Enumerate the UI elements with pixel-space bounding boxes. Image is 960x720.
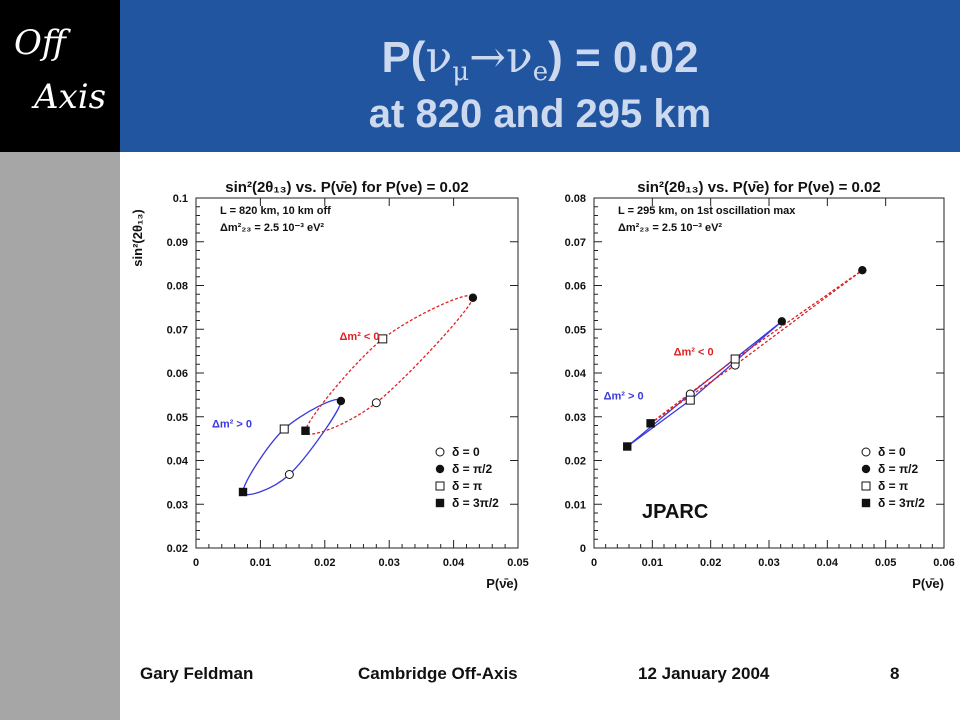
legend-entry: δ = 3π/2 [452, 496, 499, 510]
legend-marker [861, 464, 871, 474]
experiment-label: JPARC [642, 501, 708, 523]
legend-entry: δ = π [878, 479, 908, 493]
legend-entry: δ = π/2 [452, 462, 492, 476]
y-tick-label: 0.08 [167, 281, 188, 293]
x-axis-label: P(ν̄e) [912, 576, 944, 591]
y-tick-label: 0.06 [167, 368, 188, 380]
legend-marker [861, 498, 871, 508]
inverted-ordering-curve [304, 294, 474, 435]
title-nu-mu: νμ [425, 32, 470, 87]
x-tick-label: 0.01 [642, 557, 663, 569]
legend-entry: δ = π/2 [878, 462, 918, 476]
footer-date: 12 January 2004 [638, 664, 770, 683]
x-tick-label: 0.03 [378, 557, 399, 569]
y-tick-label: 0.03 [565, 412, 586, 424]
normal-point [284, 470, 294, 479]
legend-marker [861, 447, 871, 457]
y-tick-label: 0.01 [565, 499, 586, 511]
inverted-point [858, 265, 867, 275]
slide-title: P(νμ→νe) = 0.02 [120, 33, 960, 86]
curve-annotation: Δm² < 0 [674, 347, 714, 359]
x-tick-label: 0 [591, 557, 597, 569]
x-tick-label: 0.02 [314, 557, 335, 569]
info-line-1: L = 295 km, on 1st oscillation max [618, 205, 796, 217]
y-tick-label: 0.07 [167, 324, 188, 336]
inverted-point [468, 293, 478, 302]
slide-subtitle: at 820 and 295 km [368, 92, 712, 136]
legend-marker [861, 481, 871, 491]
x-tick-label: 0.04 [817, 557, 839, 569]
footer-page: 8 [890, 664, 900, 683]
info-line-1: L = 820 km, 10 km off [220, 205, 331, 217]
y-tick-label: 0.06 [565, 281, 586, 293]
chart-title: sin²(2θ₁₃) vs. P(ν̄e) for P(νe) = 0.02 [225, 179, 468, 196]
inverted-point [378, 334, 388, 344]
chart-820km: sin²(2θ₁₃) vs. P(ν̄e) for P(νe) = 0.020 0… [130, 179, 529, 591]
title-arrow: → [469, 32, 506, 83]
normal-point [685, 395, 695, 405]
title-suffix: ) = 0.02 [548, 33, 699, 82]
normal-point [279, 424, 289, 434]
x-tick-label: 0.04 [443, 557, 465, 569]
legend-marker [435, 464, 445, 474]
chart-295km: sin²(2θ₁₃) vs. P(ν̄e) for P(νe) = 0.020 0… [565, 179, 955, 591]
x-tick-label: 0.01 [250, 557, 271, 569]
y-tick-label: 0.08 [565, 193, 586, 205]
legend-entry: δ = 0 [878, 445, 906, 459]
chart-title: sin²(2θ₁₃) vs. P(ν̄e) for P(νe) = 0.02 [637, 179, 880, 196]
legend-entry: δ = 3π/2 [878, 496, 925, 510]
x-tick-label: 0.05 [507, 557, 528, 569]
x-axis-label: P(ν̄e) [486, 576, 518, 591]
normal-point [238, 487, 248, 497]
inverted-point [371, 398, 381, 408]
logo-word-off: Off [14, 23, 66, 63]
y-tick-label: 0.04 [167, 456, 189, 468]
legend-marker [435, 447, 445, 457]
y-tick-label: 0.04 [565, 368, 587, 380]
slide-footer: Gary Feldman Cambridge Off-Axis 12 Janua… [120, 664, 960, 688]
x-tick-label: 0.06 [933, 557, 954, 569]
y-tick-label: 0.07 [565, 237, 586, 249]
curve-annotation: Δm² < 0 [340, 331, 380, 343]
legend-entry: δ = 0 [452, 445, 480, 459]
y-tick-label: 0.03 [167, 499, 188, 511]
title-nu-e: νe [505, 32, 549, 87]
footer-talk: Cambridge Off-Axis [358, 664, 518, 683]
y-tick-label: 0.1 [173, 193, 188, 205]
x-tick-label: 0.02 [700, 557, 721, 569]
logo: Off Axis [0, 0, 120, 152]
footer-author: Gary Feldman [140, 664, 254, 683]
slide-header: P(νμ→νe) = 0.02 at 820 and 295 km [120, 0, 960, 152]
inverted-point [301, 426, 310, 435]
y-tick-label: 0.02 [167, 543, 188, 555]
legend-marker [435, 481, 445, 491]
logo-word-axis: Axis [34, 77, 107, 117]
normal-ordering-curve [626, 320, 783, 447]
x-tick-label: 0 [193, 557, 199, 569]
normal-point [336, 396, 346, 406]
y-tick-label: 0.02 [565, 456, 586, 468]
info-line-2: Δm²₂₃ = 2.5 10⁻³ eV² [618, 222, 722, 234]
curve-annotation: Δm² > 0 [212, 419, 252, 431]
inverted-point [646, 419, 655, 428]
x-tick-label: 0.03 [758, 557, 779, 569]
info-line-2: Δm²₂₃ = 2.5 10⁻³ eV² [220, 222, 324, 234]
normal-point [623, 442, 632, 451]
curve-annotation: Δm² > 0 [604, 390, 644, 402]
y-tick-label: 0.09 [167, 237, 188, 249]
legend-marker [435, 498, 445, 508]
legend-entry: δ = π [452, 479, 482, 493]
y-tick-label: 0.05 [565, 324, 586, 336]
y-tick-label: 0 [580, 543, 586, 555]
y-tick-label: 0.05 [167, 412, 188, 424]
y-axis-label: sin²(2θ₁₃) [130, 209, 145, 266]
title-prefix: P( [381, 33, 426, 82]
normal-point [777, 317, 787, 326]
inverted-point [730, 354, 740, 364]
normal-ordering-curve [242, 398, 342, 496]
x-tick-label: 0.05 [875, 557, 896, 569]
